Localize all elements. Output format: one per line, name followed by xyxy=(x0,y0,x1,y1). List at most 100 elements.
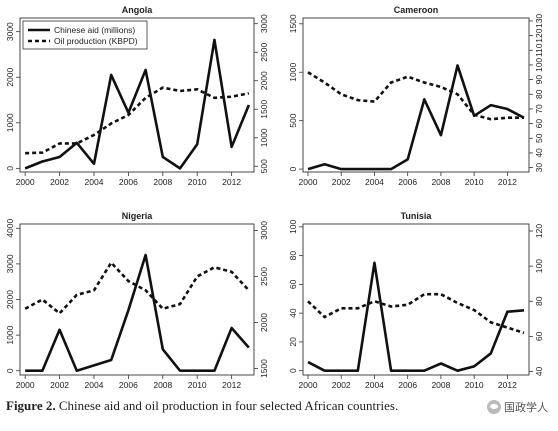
y-right-tick-label: 30 xyxy=(534,163,544,173)
y-right-tick-label: 100 xyxy=(534,58,544,72)
y-left-tick-label: 2000 xyxy=(5,68,15,87)
x-tick-label: 2004 xyxy=(85,380,104,390)
chinese-aid-line-angola xyxy=(24,38,251,170)
chart-panel-tunisia: Tunisia 2000 2002 2004 2006 2008 2010 2012 0 20 40… xyxy=(288,211,544,390)
y-left-tick-label: 3000 xyxy=(5,254,15,273)
x-tick-label: 2004 xyxy=(85,177,104,187)
x-tick-label: 2008 xyxy=(153,380,172,390)
x-tick-label: 2012 xyxy=(222,177,241,187)
y-right-tick-label: 40 xyxy=(534,366,544,376)
x-tick-label: 2012 xyxy=(498,380,517,390)
y-left-tick-label: 0 xyxy=(5,368,15,373)
x-tick-label: 2000 xyxy=(299,380,318,390)
y-left-tick-label: 60 xyxy=(288,279,298,289)
y-left-tick-label: 100 xyxy=(288,220,298,234)
y-right-tick-label: 90 xyxy=(534,75,544,85)
oil-production-line-tunisia xyxy=(307,292,525,335)
y-right-tick-label: 2500 xyxy=(259,43,269,62)
x-tick-label: 2006 xyxy=(119,380,138,390)
x-tick-label: 2008 xyxy=(431,380,450,390)
x-tick-label: 2008 xyxy=(153,177,172,187)
x-tick-label: 2012 xyxy=(222,380,241,390)
y-right-tick-label: 80 xyxy=(534,89,544,99)
x-tick-label: 2002 xyxy=(332,177,351,187)
oil-production-line-angola xyxy=(25,86,250,155)
y-left-tick-label: 0 xyxy=(5,166,15,171)
x-tick-label: 2000 xyxy=(299,177,318,187)
chart-panel-nigeria: Nigeria 2000 2002 2004 2006 2008 2010 2012 0 1000… xyxy=(5,211,269,390)
chart-title-nigeria: Nigeria xyxy=(122,211,154,221)
y-right-tick-label: 2000 xyxy=(259,313,269,332)
x-tick-label: 2000 xyxy=(16,380,35,390)
y-left-tick-label: 0 xyxy=(288,368,298,373)
wechat-icon xyxy=(487,400,501,414)
x-tick-label: 2010 xyxy=(188,380,207,390)
x-tick-label: 2010 xyxy=(465,380,484,390)
x-tick-label: 2010 xyxy=(188,177,207,187)
chinese-aid-line-nigeria xyxy=(25,253,250,373)
chart-title-tunisia: Tunisia xyxy=(401,211,433,221)
y-right-tick-label: 130 xyxy=(534,14,544,28)
x-tick-label: 2008 xyxy=(431,177,450,187)
y-left-tick-label: 20 xyxy=(288,337,298,347)
y-left-tick-label: 0 xyxy=(288,166,298,171)
x-tick-label: 2002 xyxy=(332,380,351,390)
x-tick-label: 2004 xyxy=(365,380,384,390)
y-left-tick-label: 2000 xyxy=(5,290,15,309)
y-left-tick-label: 3000 xyxy=(5,22,15,41)
caption-prefix: Figure 2. xyxy=(6,398,56,413)
plot-frame xyxy=(302,17,530,173)
y-left-tick-label: 1000 xyxy=(288,63,298,82)
legend-label: Chinese aid (millions) xyxy=(54,25,135,35)
x-tick-label: 2006 xyxy=(398,380,417,390)
chinese-aid-line-cameroon xyxy=(307,64,525,171)
x-tick-label: 2006 xyxy=(398,177,417,187)
chart-panel-cameroon: Cameroon 2000 2002 2004 2006 2008 2010 2012 0 500… xyxy=(288,5,544,187)
x-tick-label: 2004 xyxy=(365,177,384,187)
oil-production-line-nigeria xyxy=(24,261,250,315)
y-right-tick-label: 2000 xyxy=(259,71,269,90)
y-right-tick-label: 1000 xyxy=(259,128,269,147)
y-left-tick-label: 1000 xyxy=(5,113,15,132)
chart-title-cameroon: Cameroon xyxy=(394,5,439,15)
watermark: 国政学人 xyxy=(485,399,550,415)
x-tick-label: 2002 xyxy=(50,177,69,187)
x-tick-label: 2002 xyxy=(50,380,69,390)
y-right-tick-label: 60 xyxy=(534,331,544,341)
y-right-tick-label: 3000 xyxy=(259,14,269,33)
y-right-tick-label: 120 xyxy=(534,224,544,238)
plot-frame xyxy=(19,223,255,376)
x-tick-label: 2010 xyxy=(465,177,484,187)
chart-panel-angola: Angola 2000 2002 2004 2006 2008 2010 2012 0 1000 2… xyxy=(5,5,269,187)
y-left-tick-label: 4000 xyxy=(5,219,15,238)
figure-caption: Figure 2. Chinese aid and oil production… xyxy=(6,398,398,414)
plot-frame xyxy=(302,223,530,376)
y-right-tick-label: 120 xyxy=(534,28,544,42)
y-right-tick-label: 50 xyxy=(534,133,544,143)
watermark-text: 国政学人 xyxy=(504,401,548,414)
y-right-tick-label: 2500 xyxy=(259,267,269,286)
y-right-tick-label: 100 xyxy=(534,259,544,273)
x-tick-label: 2000 xyxy=(16,177,35,187)
y-left-tick-label: 80 xyxy=(288,251,298,261)
oil-production-line-cameroon xyxy=(307,71,525,121)
y-left-tick-label: 1000 xyxy=(5,325,15,344)
y-right-tick-label: 40 xyxy=(534,148,544,158)
y-left-tick-label: 1500 xyxy=(288,14,298,33)
y-right-tick-label: 500 xyxy=(259,159,269,173)
caption-text: Chinese aid and oil production in four s… xyxy=(58,398,399,413)
y-right-tick-label: 1500 xyxy=(259,100,269,119)
chinese-aid-line-tunisia xyxy=(307,261,525,372)
x-tick-label: 2012 xyxy=(498,177,517,187)
y-right-tick-label: 3000 xyxy=(259,221,269,240)
x-tick-label: 2006 xyxy=(119,177,138,187)
y-left-tick-label: 500 xyxy=(288,113,298,127)
chart-title-angola: Angola xyxy=(122,5,153,15)
y-right-tick-label: 1500 xyxy=(259,359,269,378)
y-left-tick-label: 40 xyxy=(288,308,298,318)
legend-box xyxy=(22,20,148,50)
y-right-tick-label: 60 xyxy=(534,119,544,129)
y-right-tick-label: 80 xyxy=(534,296,544,306)
y-right-tick-label: 70 xyxy=(534,104,544,114)
